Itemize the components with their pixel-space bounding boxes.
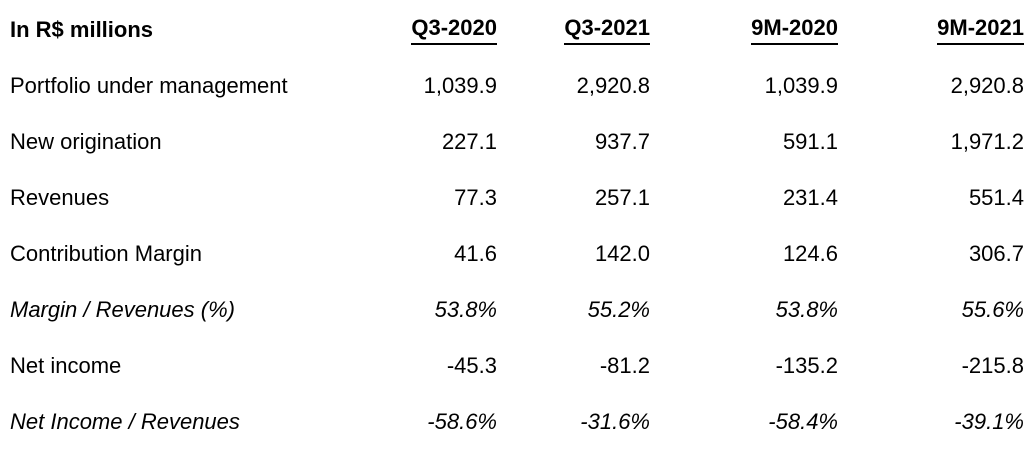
column-header-q3-2020: Q3-2020 xyxy=(411,15,497,45)
row-value: -39.1% xyxy=(954,409,1024,434)
row-label: New origination xyxy=(10,129,162,154)
column-header-9m-2020: 9M-2020 xyxy=(751,15,838,45)
table-row: Contribution Margin 41.6 142.0 124.6 306… xyxy=(0,226,1024,282)
row-value: 2,920.8 xyxy=(950,73,1024,98)
row-value: 55.2% xyxy=(587,297,650,322)
table-row: New origination 227.1 937.7 591.1 1,971.… xyxy=(0,114,1024,170)
row-label: Margin / Revenues (%) xyxy=(10,297,235,322)
row-value: 124.6 xyxy=(782,241,838,266)
row-value: 77.3 xyxy=(454,185,497,210)
row-value: -58.6% xyxy=(427,409,497,434)
row-value: 41.6 xyxy=(454,241,497,266)
row-value: -58.4% xyxy=(768,409,838,434)
row-value: -31.6% xyxy=(580,409,650,434)
row-label: Revenues xyxy=(10,185,110,210)
row-label: Net Income / Revenues xyxy=(10,409,240,434)
row-value: 142.0 xyxy=(594,241,650,266)
financial-results-table: In R$ millions Q3-2020 Q3-2021 9M-2020 9… xyxy=(0,2,1024,450)
row-value: -81.2 xyxy=(599,353,650,378)
row-value: 2,920.8 xyxy=(576,73,650,98)
row-value: -45.3 xyxy=(446,353,497,378)
column-header-q3-2021: Q3-2021 xyxy=(564,15,650,45)
row-value: 1,039.9 xyxy=(423,73,497,98)
row-value: -135.2 xyxy=(775,353,838,378)
row-value: 1,971.2 xyxy=(950,129,1024,154)
row-label: Contribution Margin xyxy=(10,241,202,266)
row-value: 937.7 xyxy=(594,129,650,154)
row-value: -215.8 xyxy=(961,353,1024,378)
row-value: 257.1 xyxy=(594,185,650,210)
row-value: 551.4 xyxy=(968,185,1024,210)
row-value: 53.8% xyxy=(775,297,838,322)
row-value: 227.1 xyxy=(441,129,497,154)
table-body: Portfolio under management 1,039.9 2,920… xyxy=(0,58,1024,450)
table-row: Net income -45.3 -81.2 -135.2 -215.8 xyxy=(0,338,1024,394)
table-row: Revenues 77.3 257.1 231.4 551.4 xyxy=(0,170,1024,226)
table-row: Portfolio under management 1,039.9 2,920… xyxy=(0,58,1024,114)
unit-label: In R$ millions xyxy=(10,17,154,42)
row-value: 53.8% xyxy=(434,297,497,322)
row-value: 306.7 xyxy=(968,241,1024,266)
row-value: 55.6% xyxy=(961,297,1024,322)
header-row: In R$ millions Q3-2020 Q3-2021 9M-2020 9… xyxy=(0,2,1024,58)
table-row: Net Income / Revenues -58.6% -31.6% -58.… xyxy=(0,394,1024,450)
row-label: Net income xyxy=(10,353,122,378)
row-value: 591.1 xyxy=(782,129,838,154)
row-value: 1,039.9 xyxy=(764,73,838,98)
column-header-9m-2021: 9M-2021 xyxy=(937,15,1024,45)
row-value: 231.4 xyxy=(782,185,838,210)
row-label: Portfolio under management xyxy=(10,73,288,98)
table-row: Margin / Revenues (%) 53.8% 55.2% 53.8% … xyxy=(0,282,1024,338)
